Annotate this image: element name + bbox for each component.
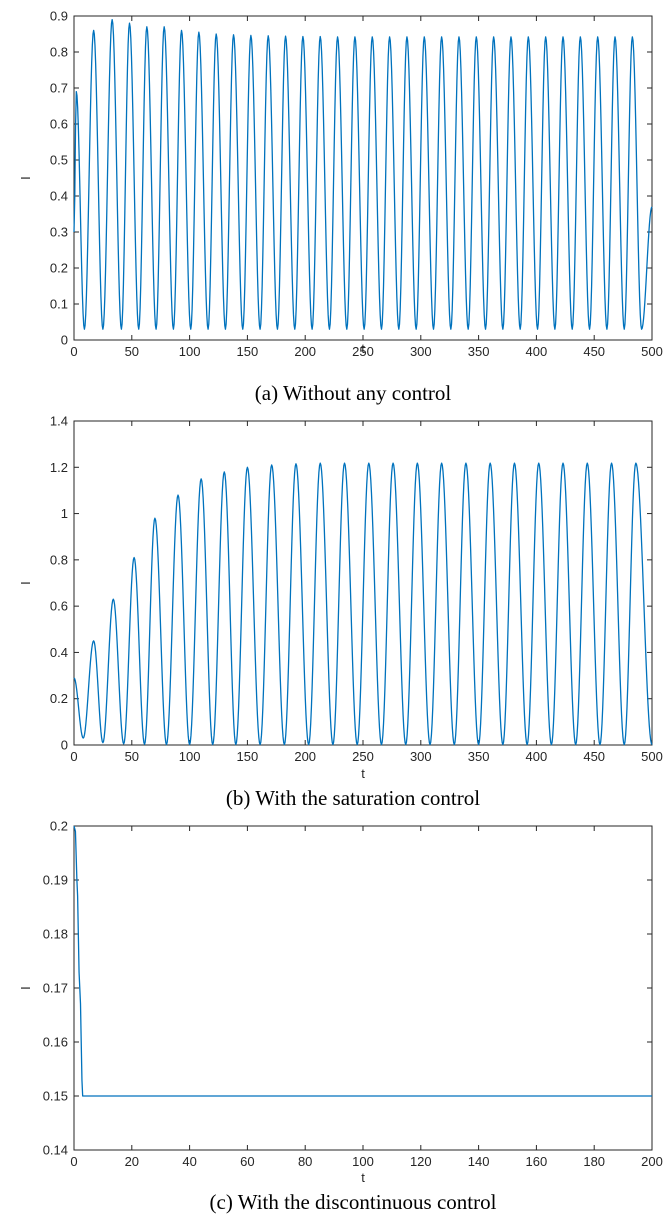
x-tick-label: 150 bbox=[237, 749, 259, 764]
plot-frame bbox=[73, 825, 653, 1151]
x-tick-label: 300 bbox=[410, 749, 432, 764]
y-tick-label: 0.8 bbox=[50, 45, 68, 60]
y-tick-label: 0.9 bbox=[50, 9, 68, 24]
y-tick-label: 0 bbox=[61, 738, 68, 753]
x-tick-label: 200 bbox=[294, 749, 316, 764]
x-tick-label: 80 bbox=[298, 1154, 312, 1169]
x-tick-label: 250 bbox=[352, 344, 374, 359]
x-tick-label: 150 bbox=[237, 344, 259, 359]
panel-b: 0 50 100 150 200 250 300 350 400 450 500 0 0.2 0.4 0.6… bbox=[18, 414, 663, 811]
x-tick-label: 400 bbox=[526, 749, 548, 764]
x-tick-label: 400 bbox=[526, 344, 548, 359]
y-tick-label: 0.4 bbox=[50, 645, 68, 660]
y-axis-label: I bbox=[18, 986, 33, 990]
panel-a: 0 50 100 150 200 250 300 350 400 450 500 0 0.1 0.2 0.3… bbox=[18, 9, 663, 406]
y-tick-label: 0.4 bbox=[50, 189, 68, 204]
y-axis-label: I bbox=[18, 176, 33, 180]
panel-caption: (b) With the saturation control bbox=[226, 786, 480, 810]
x-tick-label: 180 bbox=[583, 1154, 605, 1169]
y-tick-label: 1.2 bbox=[50, 460, 68, 475]
x-tick-label: 200 bbox=[641, 1154, 663, 1169]
x-tick-label: 60 bbox=[240, 1154, 254, 1169]
y-tick-label: 0.18 bbox=[43, 927, 68, 942]
series-line-0 bbox=[73, 462, 653, 746]
x-tick-label: 0 bbox=[70, 1154, 77, 1169]
x-tick-label: 40 bbox=[182, 1154, 196, 1169]
x-tick-label: 50 bbox=[125, 749, 139, 764]
x-tick-label: 350 bbox=[468, 344, 490, 359]
x-tick-label: 500 bbox=[641, 344, 663, 359]
x-axis-label: t bbox=[361, 341, 365, 356]
series-line-0 bbox=[73, 825, 652, 1097]
x-tick-label: 50 bbox=[125, 344, 139, 359]
panel-caption: (a) Without any control bbox=[255, 381, 452, 405]
y-tick-label: 1.4 bbox=[50, 414, 68, 429]
y-tick-label: 0.7 bbox=[50, 81, 68, 96]
x-tick-label: 250 bbox=[352, 749, 374, 764]
y-tick-label: 0.15 bbox=[43, 1089, 68, 1104]
y-tick-label: 0.2 bbox=[50, 691, 68, 706]
y-tick-label: 0.3 bbox=[50, 225, 68, 240]
series-line-0 bbox=[73, 18, 653, 330]
x-tick-label: 120 bbox=[410, 1154, 432, 1169]
y-tick-label: 0.16 bbox=[43, 1035, 68, 1050]
x-tick-label: 100 bbox=[179, 344, 201, 359]
x-tick-label: 500 bbox=[641, 749, 663, 764]
y-tick-label: 0.6 bbox=[50, 117, 68, 132]
x-tick-label: 160 bbox=[526, 1154, 548, 1169]
y-tick-label: 0.6 bbox=[50, 599, 68, 614]
y-tick-label: 0.8 bbox=[50, 552, 68, 567]
x-tick-label: 200 bbox=[294, 344, 316, 359]
x-tick-label: 0 bbox=[70, 749, 77, 764]
x-axis-label: t bbox=[361, 1170, 365, 1185]
y-tick-label: 0.2 bbox=[50, 261, 68, 276]
x-tick-label: 140 bbox=[468, 1154, 490, 1169]
y-tick-label: 1 bbox=[61, 506, 68, 521]
y-tick-label: 0 bbox=[61, 333, 68, 348]
y-axis-label: I bbox=[18, 581, 33, 585]
x-tick-label: 450 bbox=[583, 344, 605, 359]
x-tick-label: 350 bbox=[468, 749, 490, 764]
x-tick-label: 300 bbox=[410, 344, 432, 359]
x-tick-label: 450 bbox=[583, 749, 605, 764]
panel-c: 0 20 40 60 80 100 120 140 160 180 200 0.14 0.15 0.16 0… bbox=[18, 819, 663, 1215]
y-tick-label: 0.2 bbox=[50, 819, 68, 834]
y-tick-label: 0.17 bbox=[43, 981, 68, 996]
x-tick-label: 0 bbox=[70, 344, 77, 359]
y-tick-label: 0.14 bbox=[43, 1143, 68, 1158]
x-axis-label: t bbox=[361, 766, 365, 781]
x-tick-label: 100 bbox=[352, 1154, 374, 1169]
y-tick-label: 0.19 bbox=[43, 873, 68, 888]
panel-caption: (c) With the discontinuous control bbox=[210, 1190, 497, 1214]
x-tick-label: 100 bbox=[179, 749, 201, 764]
x-tick-label: 20 bbox=[125, 1154, 139, 1169]
y-tick-label: 0.5 bbox=[50, 153, 68, 168]
y-tick-label: 0.1 bbox=[50, 297, 68, 312]
